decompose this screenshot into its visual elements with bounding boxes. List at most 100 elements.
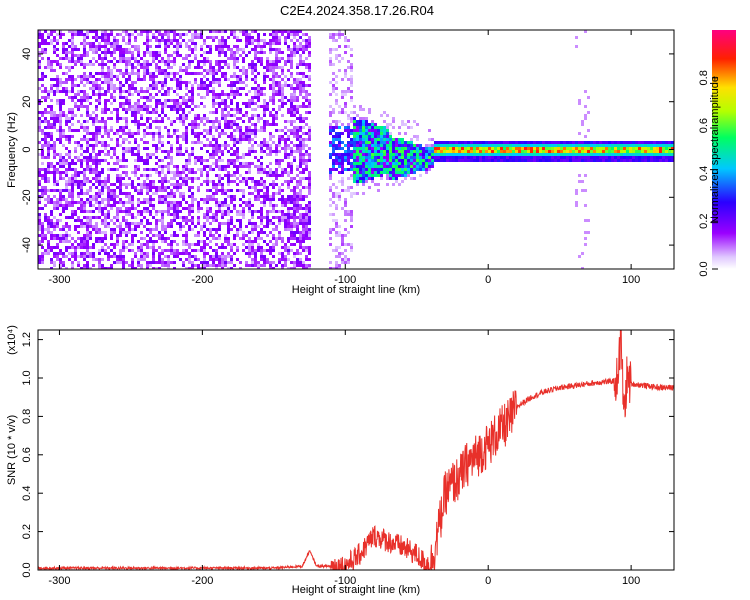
spectrogram-cell — [41, 186, 44, 189]
spectrogram-cell — [149, 96, 152, 99]
spectrogram-cell — [218, 132, 221, 135]
spectrogram-cell — [128, 87, 131, 90]
spectrogram-cell — [155, 30, 158, 33]
spectrogram-cell — [290, 213, 293, 216]
spectrogram-cell — [122, 159, 125, 162]
spectrogram-cell — [80, 153, 83, 156]
spectrogram-cell — [119, 81, 122, 84]
spectrogram-cell — [302, 87, 305, 90]
spectrogram-cell — [278, 36, 281, 39]
spectrogram-cell — [158, 138, 161, 141]
spectrogram-cell — [197, 93, 200, 96]
spectrogram-cell — [74, 33, 77, 36]
spectrogram-cell — [260, 189, 263, 192]
spectrogram-cell — [518, 159, 521, 162]
spectrogram-cell — [119, 231, 122, 234]
spectrogram-cell — [341, 93, 344, 96]
spectrogram-cell — [74, 54, 77, 57]
spectrogram-cell — [197, 87, 200, 90]
spectrogram-cell — [119, 60, 122, 63]
spectrogram-cell — [161, 36, 164, 39]
spectrogram-cell — [164, 45, 167, 48]
spectrogram-cell — [206, 69, 209, 72]
spectrogram-cell — [299, 63, 302, 66]
spectrogram-cell — [128, 105, 131, 108]
spectrogram-cell — [197, 126, 200, 129]
spectrogram-cell — [242, 192, 245, 195]
spectrogram-cell — [344, 234, 347, 237]
spectrogram-cell — [38, 123, 41, 126]
spectrogram-cell — [305, 255, 308, 258]
spectrogram-cell — [167, 222, 170, 225]
spectrogram-cell — [209, 126, 212, 129]
spectrogram-cell — [161, 225, 164, 228]
spectrogram-cell — [224, 105, 227, 108]
spectrogram-cell — [158, 72, 161, 75]
spectrogram-cell — [167, 150, 170, 153]
spectrogram-cell — [83, 267, 86, 269]
spectrogram-cell — [92, 117, 95, 120]
spectrogram-cell — [185, 243, 188, 246]
spectrogram-cell — [80, 90, 83, 93]
spectrogram-cell — [494, 159, 497, 162]
spectrogram-cell — [308, 174, 311, 177]
spectrogram-cell — [119, 255, 122, 258]
spectrogram-cell — [263, 225, 266, 228]
spectrogram-cell — [227, 135, 230, 138]
spectrogram-cell — [380, 144, 383, 147]
spectrogram-cell — [122, 171, 125, 174]
spectrogram-cell — [164, 51, 167, 54]
spectrogram-cell — [287, 222, 290, 225]
spectrogram-cell — [101, 171, 104, 174]
spectrogram-cell — [173, 210, 176, 213]
spectrogram-cell — [50, 189, 53, 192]
spectrogram-cell — [119, 72, 122, 75]
spectrogram-cell — [125, 165, 128, 168]
spectrogram-cell — [296, 249, 299, 252]
spectrogram-cell — [389, 168, 392, 171]
spectrogram-cell — [491, 141, 494, 144]
spectrogram-cell — [338, 156, 341, 159]
spectrogram-cell — [281, 66, 284, 69]
spectrogram-cell — [56, 222, 59, 225]
spectrogram-cell — [386, 153, 389, 156]
spectrogram-cell — [338, 231, 341, 234]
spectrogram-cell — [209, 132, 212, 135]
spectrogram-cell — [443, 156, 446, 159]
spectrogram-cell — [140, 117, 143, 120]
spectrogram-cell — [248, 222, 251, 225]
spectrogram-cell — [128, 129, 131, 132]
spectrogram-cell — [227, 255, 230, 258]
spectrogram-cell — [434, 147, 437, 150]
spectrogram-cell — [350, 84, 353, 87]
spectrogram-cell — [302, 102, 305, 105]
spectrogram-cell — [86, 228, 89, 231]
spectrogram-cell — [161, 159, 164, 162]
spectrogram-cell — [125, 60, 128, 63]
spectrogram-cell — [185, 84, 188, 87]
spectrogram-cell — [98, 54, 101, 57]
spectrogram-cell — [230, 198, 233, 201]
spectrogram-cell — [104, 129, 107, 132]
spectrogram-cell — [206, 189, 209, 192]
spectrogram-cell — [287, 129, 290, 132]
spectrogram-cell — [110, 198, 113, 201]
spectrogram-cell — [125, 171, 128, 174]
spectrogram-cell — [104, 48, 107, 51]
spectrogram-cell — [89, 60, 92, 63]
spectrogram-cell — [131, 111, 134, 114]
spectrogram-cell — [167, 165, 170, 168]
spectrogram-cell — [71, 45, 74, 48]
spectrogram-cell — [209, 240, 212, 243]
spectrogram-cell — [215, 231, 218, 234]
spectrogram-cell — [257, 42, 260, 45]
spectrogram-cell — [86, 150, 89, 153]
spectrogram-cell — [293, 99, 296, 102]
spectrogram-cell — [230, 126, 233, 129]
spectrogram-cell — [47, 171, 50, 174]
spectrogram-cell — [167, 72, 170, 75]
spectrogram-cell — [188, 255, 191, 258]
spectrogram-cell — [137, 120, 140, 123]
spectrogram-cell — [299, 207, 302, 210]
spectrogram-cell — [107, 153, 110, 156]
